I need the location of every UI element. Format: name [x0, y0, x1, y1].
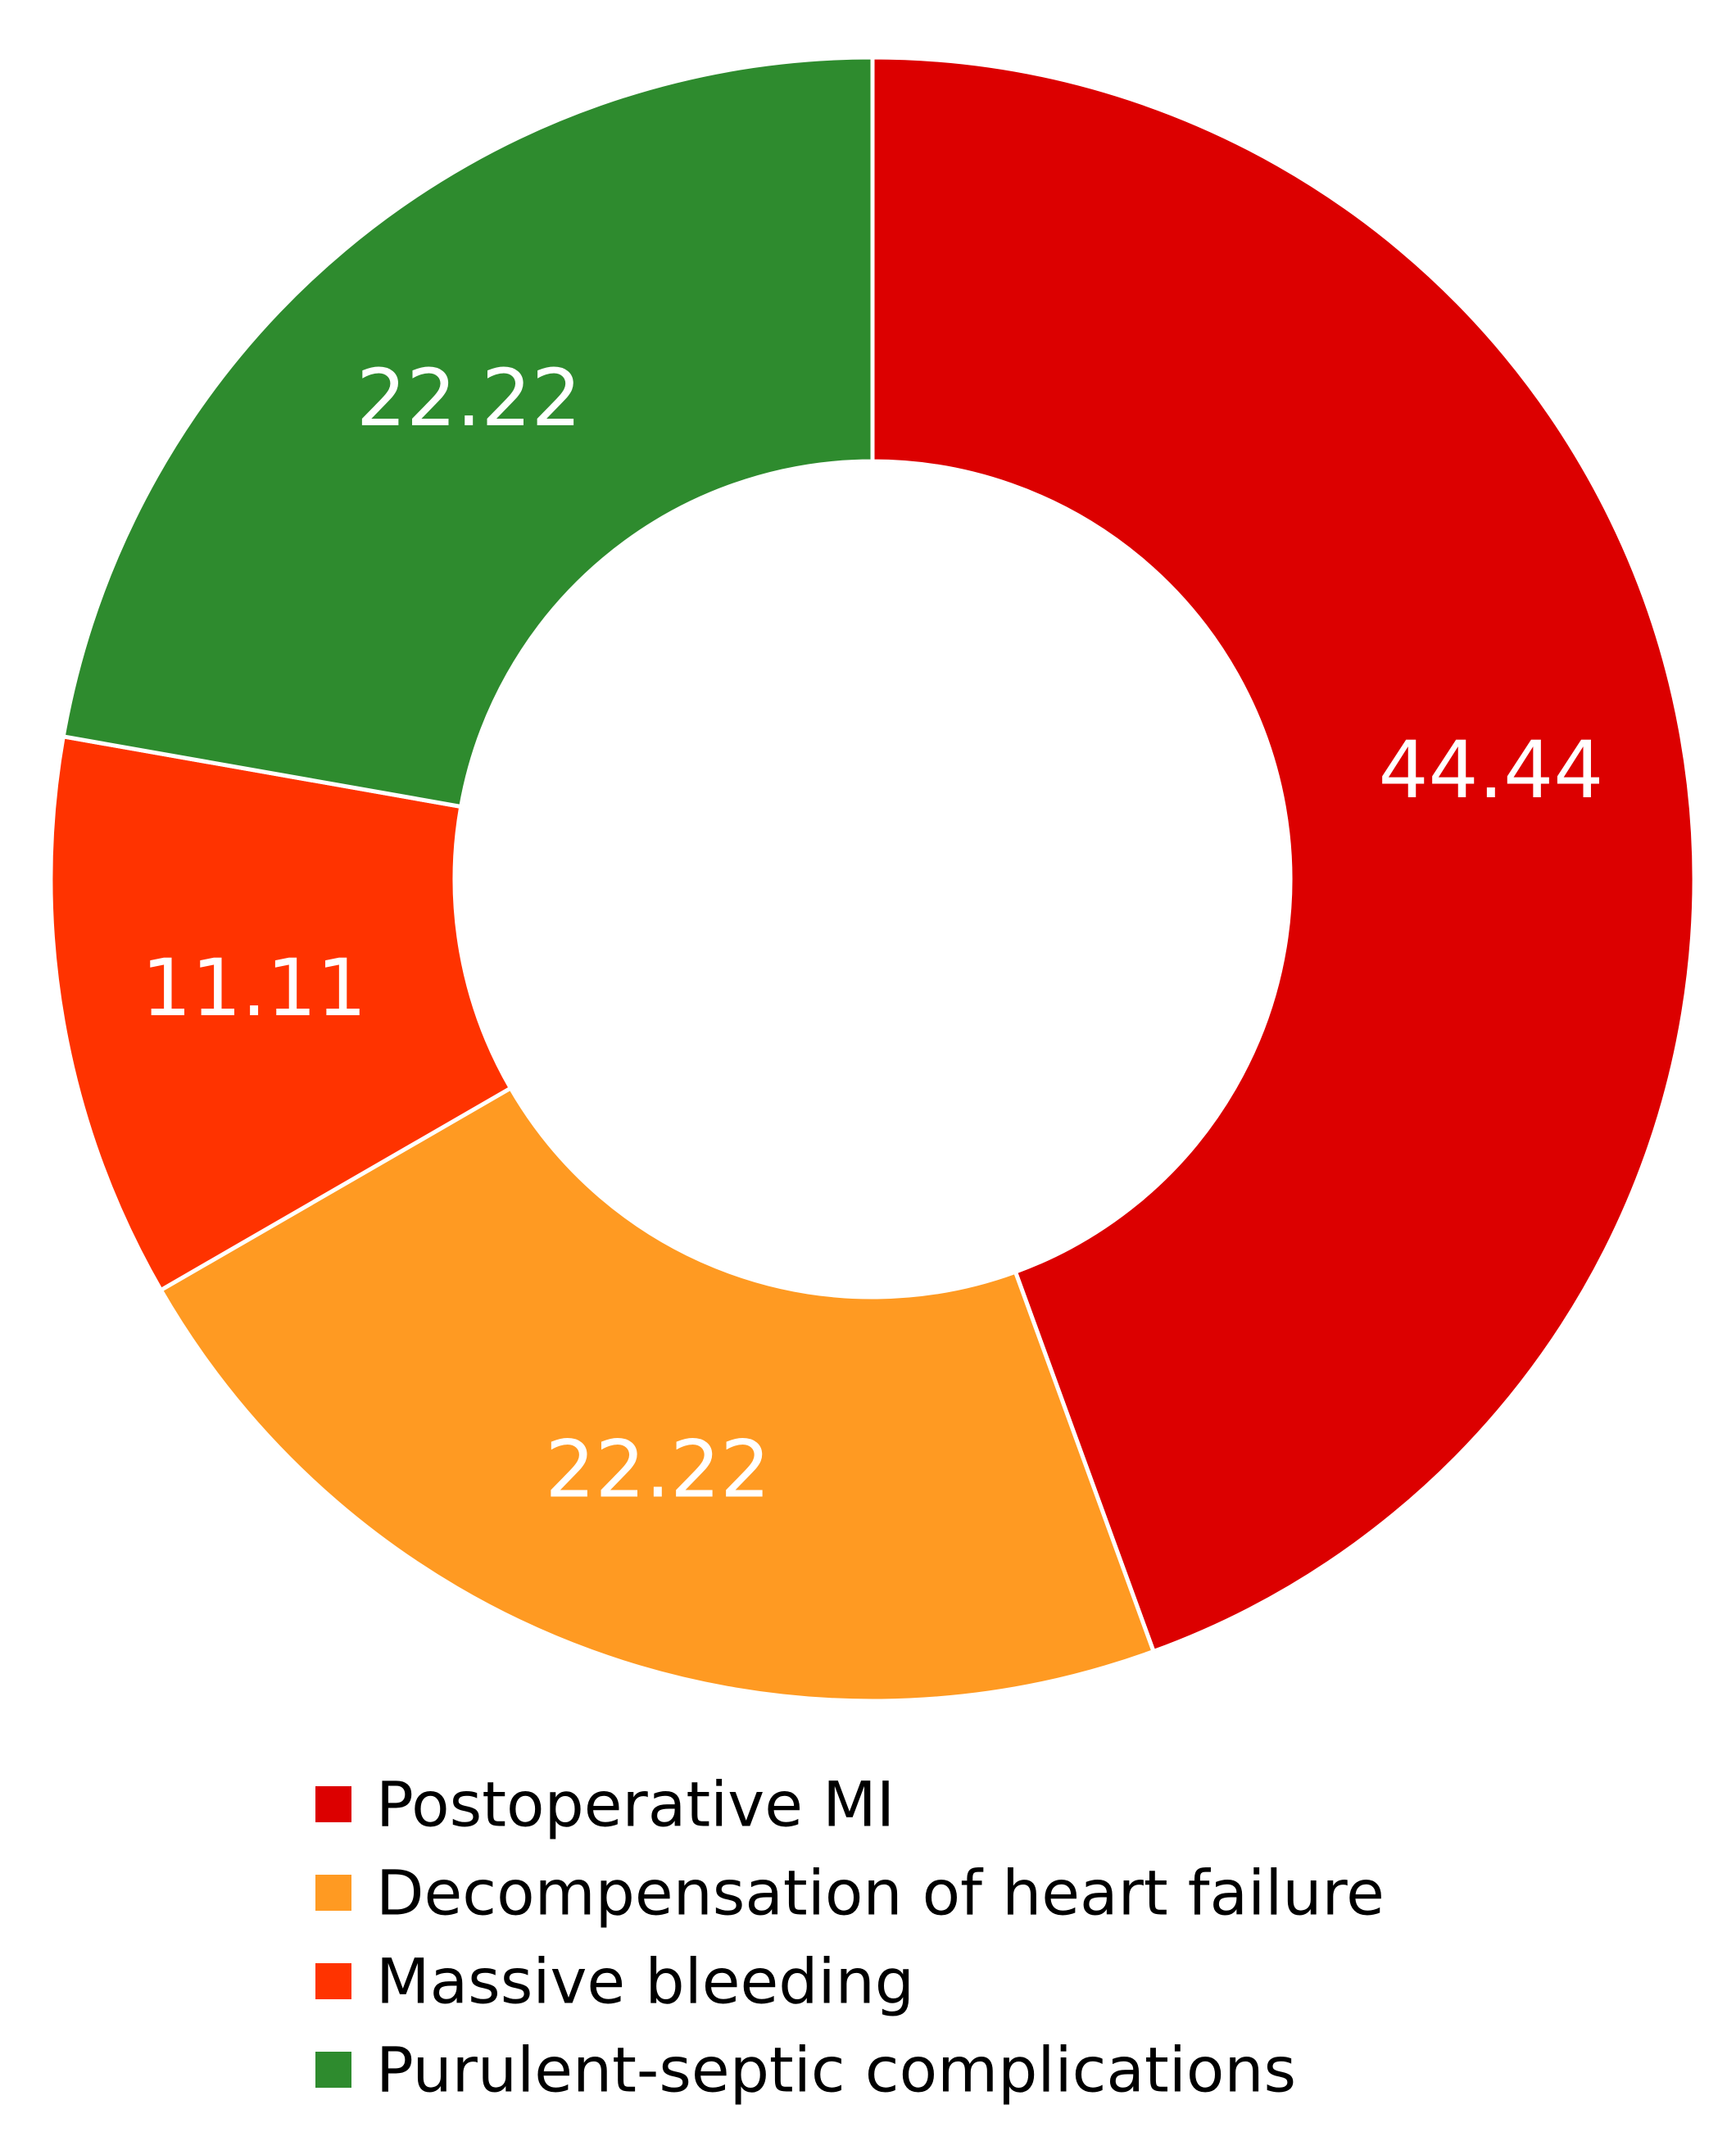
- chart-data-labels: 44.44 22.22 11.11 22.22: [142, 352, 1604, 1515]
- chart-legend: Postoperative MI Decompensation of heart …: [315, 1768, 1385, 2107]
- slice-label-3: 22.22: [356, 352, 582, 444]
- slice-label-0: 44.44: [1378, 724, 1603, 816]
- legend-swatch-0: [315, 1786, 351, 1822]
- legend-label-0: Postoperative MI: [376, 1768, 895, 1841]
- slice-3: [61, 55, 875, 810]
- slice-0: [870, 55, 1697, 1654]
- legend-swatch-2: [315, 1963, 351, 1999]
- legend-label-2: Massive bleeding: [376, 1945, 914, 2018]
- legend-label-3: Purulent-septic complications: [376, 2034, 1296, 2107]
- slice-label-1: 22.22: [545, 1423, 770, 1515]
- slice-label-2: 11.11: [142, 942, 367, 1034]
- slice-2: [48, 733, 514, 1293]
- slice-1: [157, 1085, 1157, 1703]
- legend-swatch-3: [315, 2052, 351, 2088]
- legend-label-1: Decompensation of heart failure: [376, 1857, 1385, 1930]
- legend-swatch-1: [315, 1875, 351, 1911]
- chart-slices: [48, 55, 1697, 1703]
